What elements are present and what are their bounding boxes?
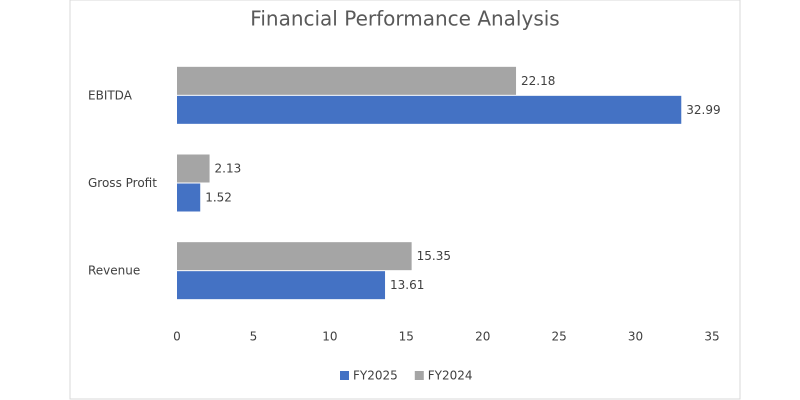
legend-label: FY2025 xyxy=(353,369,398,383)
data-label: 22.18 xyxy=(521,74,555,88)
x-tick-label: 35 xyxy=(704,330,719,344)
bar xyxy=(177,66,517,95)
y-tick-label: Gross Profit xyxy=(88,176,157,190)
legend-label: FY2024 xyxy=(428,369,473,383)
y-tick-label: Revenue xyxy=(88,264,140,278)
x-tick-label: 10 xyxy=(322,330,337,344)
chart-title: Financial Performance Analysis xyxy=(250,7,559,31)
x-tick-label: 30 xyxy=(628,330,643,344)
bar xyxy=(177,271,386,300)
data-label: 1.52 xyxy=(205,191,232,205)
x-tick-label: 0 xyxy=(173,330,181,344)
bar xyxy=(177,242,412,271)
x-tick-label: 25 xyxy=(552,330,567,344)
legend-swatch xyxy=(414,371,424,380)
data-label: 13.61 xyxy=(390,278,424,292)
x-tick-label: 15 xyxy=(399,330,414,344)
bar xyxy=(177,154,210,183)
data-label: 15.35 xyxy=(417,249,451,263)
data-label: 32.99 xyxy=(686,103,720,117)
bar xyxy=(177,95,682,124)
y-tick-label: EBITDA xyxy=(88,88,133,102)
legend-swatch xyxy=(340,371,349,380)
data-label: 2.13 xyxy=(215,162,242,176)
x-tick-label: 20 xyxy=(475,330,490,344)
x-tick-label: 5 xyxy=(250,330,258,344)
bar xyxy=(177,183,201,212)
